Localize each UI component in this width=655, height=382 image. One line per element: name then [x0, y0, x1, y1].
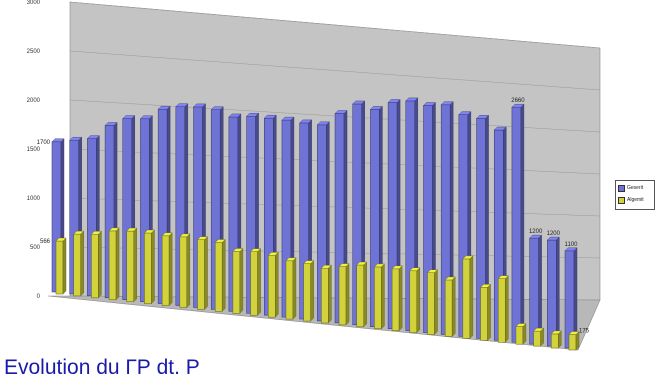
bar-series-2	[550, 330, 562, 349]
data-label: 2660	[511, 98, 525, 104]
y-axis-ticks: 0 500 1000 1500 2000 2500 3000	[27, 0, 41, 300]
bar-series-1	[529, 234, 543, 345]
bar-series-1	[564, 247, 578, 349]
data-labels: 1700 566 2660 1200 1200 1100 175	[37, 98, 590, 334]
bar-series-2	[179, 233, 191, 309]
legend-item-series-2: Algemit	[618, 195, 652, 205]
bar-series-1	[546, 236, 560, 347]
bar-series-2	[338, 263, 350, 326]
bar-series-2	[108, 227, 120, 301]
y-tick-label: 500	[30, 245, 41, 251]
bar-series-2	[303, 260, 315, 322]
bar-series-2	[497, 275, 509, 343]
bar-series-2	[267, 251, 279, 318]
legend-item-series-1: Geserit	[618, 183, 652, 193]
bar-series-2	[126, 227, 138, 303]
bar-series-2	[55, 237, 67, 295]
bar-series-2	[73, 230, 85, 297]
bar-series-2	[197, 236, 209, 310]
bar-series-2	[391, 265, 403, 332]
bar-series-2	[462, 255, 474, 339]
legend-swatch	[618, 196, 625, 204]
bar-series-2	[533, 327, 545, 347]
legend: Geserit Algemit	[615, 180, 655, 210]
bar-series-2	[90, 230, 102, 299]
y-tick-label: 1500	[27, 147, 41, 153]
bar-series-2	[480, 283, 492, 341]
gridline	[69, 50, 601, 91]
bar-series-2	[515, 323, 527, 345]
bar-series-1	[511, 103, 525, 343]
legend-label: Geserit	[627, 185, 644, 191]
bar-series-2	[232, 247, 244, 314]
bar-series-2	[373, 263, 385, 330]
bar-series-2	[285, 257, 297, 320]
y-tick-label: 2000	[27, 98, 41, 104]
data-label: 1700	[37, 140, 51, 146]
bars	[51, 97, 580, 351]
bar-series-2	[356, 261, 368, 328]
data-label: 1200	[529, 229, 543, 235]
caption: Evolution du ГР dt. P	[4, 356, 200, 379]
bar-series-2	[409, 267, 421, 334]
bar-series-1	[476, 114, 490, 339]
data-label: 566	[40, 239, 51, 245]
bar-series-2	[161, 232, 173, 307]
bar-series-2	[568, 331, 580, 351]
bar-series-1	[440, 101, 454, 335]
legend-swatch	[618, 184, 625, 192]
bar-series-2	[214, 238, 226, 312]
data-label: 1200	[547, 231, 561, 237]
y-tick-label: 2500	[27, 49, 41, 55]
bar-series-2	[320, 264, 332, 324]
bar-series-2	[143, 229, 155, 305]
bar-series-2	[250, 248, 262, 316]
gridline	[69, 1, 601, 49]
y-tick-label: 0	[37, 294, 41, 300]
bar-series-2	[444, 276, 456, 337]
legend-label: Algemit	[627, 197, 644, 203]
y-tick-label: 1000	[27, 196, 41, 202]
y-tick-label: 3000	[27, 0, 41, 6]
data-label: 1100	[565, 242, 579, 248]
data-label: 175	[579, 329, 590, 335]
bar-series-2	[426, 269, 438, 336]
